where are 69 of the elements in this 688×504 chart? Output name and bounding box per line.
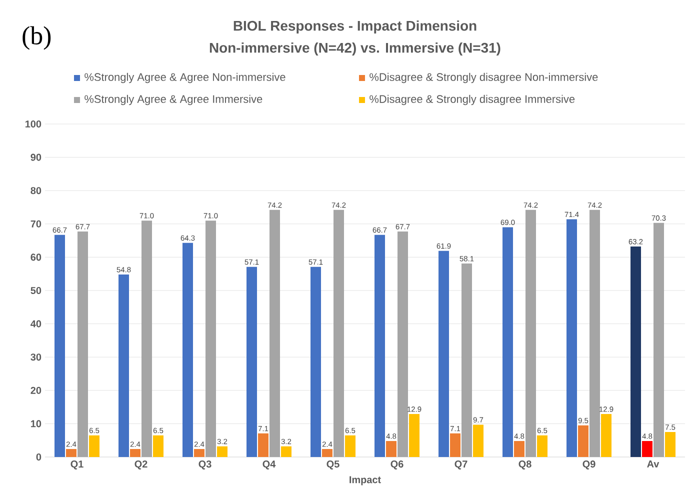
bar	[130, 449, 140, 457]
y-tick-label: 90	[30, 154, 42, 161]
bar	[502, 227, 514, 457]
bar	[590, 210, 600, 457]
x-tick-label: Q9	[582, 460, 596, 470]
bar	[642, 441, 653, 457]
y-tick-label: 20	[30, 386, 42, 394]
y-tick-label: 80	[30, 187, 42, 194]
bar	[153, 435, 164, 457]
bar	[334, 210, 344, 457]
legend-label: %Disagree & Strongly disagree Immersive	[370, 94, 575, 106]
bar	[281, 446, 292, 457]
bar	[526, 210, 536, 457]
bar	[142, 220, 152, 457]
bar	[322, 449, 333, 457]
x-tick-label: Q3	[198, 460, 212, 470]
bar	[89, 435, 100, 457]
bar	[386, 441, 397, 457]
chart-subtitle: Non-immersive (N=42) vs. Immersive (N=31)	[210, 42, 500, 56]
x-axis-title: Impact	[350, 476, 381, 486]
legend-label: %Disagree & Strongly disagree Non-immersive	[370, 72, 598, 84]
bar	[409, 414, 420, 457]
bar	[462, 264, 472, 457]
bar	[258, 433, 269, 457]
bar	[654, 222, 664, 457]
bar	[514, 441, 525, 457]
x-tick-label: Q8	[518, 460, 532, 470]
bar	[345, 435, 356, 457]
y-tick-label: 10	[31, 420, 42, 428]
bar	[118, 274, 129, 457]
bar	[473, 424, 484, 457]
y-tick-label: 0	[36, 453, 42, 461]
y-tick-label: 40	[30, 320, 42, 328]
legend-label: %Strongly Agree & Agree Immersive	[84, 94, 262, 106]
x-tick-label: Q7	[454, 460, 468, 470]
y-tick-label: 60	[30, 254, 42, 261]
chart-title: BIOL Responses - Impact Dimension	[234, 20, 476, 34]
x-tick-label: Q5	[326, 460, 340, 470]
x-tick-label: Q4	[262, 460, 276, 470]
bar	[182, 242, 193, 457]
bar	[78, 232, 88, 457]
text: (b)	[22, 26, 51, 50]
x-tick-label: Q1	[70, 460, 84, 470]
bar	[270, 210, 280, 457]
y-tick-label: 70	[30, 220, 42, 228]
bar	[450, 433, 461, 457]
bar	[630, 246, 642, 457]
bar	[246, 266, 258, 457]
bar	[601, 414, 612, 457]
y-tick-label: 100	[25, 120, 42, 128]
bar	[578, 425, 589, 457]
bar	[194, 449, 204, 457]
x-tick-label: Q6	[390, 460, 404, 470]
x-tick-label: Av	[647, 460, 660, 468]
bar	[374, 234, 386, 457]
bar	[438, 250, 450, 457]
bar	[398, 232, 408, 457]
bar	[66, 449, 76, 457]
bar	[537, 435, 548, 457]
y-tick-label: 30	[30, 354, 42, 361]
bar	[665, 432, 676, 457]
bar	[566, 219, 578, 457]
legend-label: %Strongly Agree & Agree Non-immersive	[84, 72, 286, 84]
bar	[310, 266, 322, 457]
bar	[217, 446, 228, 457]
y-tick-label: 50	[30, 286, 42, 294]
bar	[206, 220, 216, 457]
bar	[54, 234, 65, 457]
x-tick-label: Q2	[134, 460, 148, 470]
